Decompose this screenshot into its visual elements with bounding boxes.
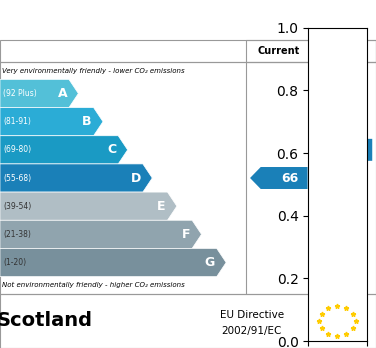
Polygon shape xyxy=(0,248,226,277)
Text: Potential: Potential xyxy=(318,46,369,56)
Text: (69-80): (69-80) xyxy=(3,145,31,154)
Text: C: C xyxy=(107,143,116,156)
Polygon shape xyxy=(0,192,177,220)
Text: Not environmentally friendly - higher CO₂ emissions: Not environmentally friendly - higher CO… xyxy=(2,282,185,288)
Polygon shape xyxy=(0,136,127,164)
Text: EU Directive: EU Directive xyxy=(220,309,284,319)
Polygon shape xyxy=(0,79,78,108)
Polygon shape xyxy=(0,164,152,192)
Text: Current: Current xyxy=(258,46,300,56)
Text: (1-20): (1-20) xyxy=(3,258,26,267)
Text: (55-68): (55-68) xyxy=(3,174,31,182)
Polygon shape xyxy=(250,167,308,189)
Text: 66: 66 xyxy=(282,172,299,184)
Text: F: F xyxy=(182,228,190,241)
Bar xyxy=(311,40,376,62)
Text: E: E xyxy=(157,200,165,213)
Bar xyxy=(246,40,311,62)
Text: 2002/91/EC: 2002/91/EC xyxy=(222,326,282,336)
Text: (39-54): (39-54) xyxy=(3,202,31,211)
Text: (81-91): (81-91) xyxy=(3,117,31,126)
Text: Scotland: Scotland xyxy=(0,311,93,331)
Text: B: B xyxy=(82,115,92,128)
Text: Environmental Impact (CO₂) Rating: Environmental Impact (CO₂) Rating xyxy=(38,13,338,27)
Text: 80: 80 xyxy=(346,143,364,156)
Text: A: A xyxy=(58,87,67,100)
Text: G: G xyxy=(205,256,215,269)
Polygon shape xyxy=(0,220,202,248)
Text: (92 Plus): (92 Plus) xyxy=(3,89,37,98)
Polygon shape xyxy=(0,108,103,136)
Polygon shape xyxy=(315,139,372,161)
Text: D: D xyxy=(131,172,141,184)
Text: Very environmentally friendly - lower CO₂ emissions: Very environmentally friendly - lower CO… xyxy=(2,68,185,74)
Text: (21-38): (21-38) xyxy=(3,230,31,239)
